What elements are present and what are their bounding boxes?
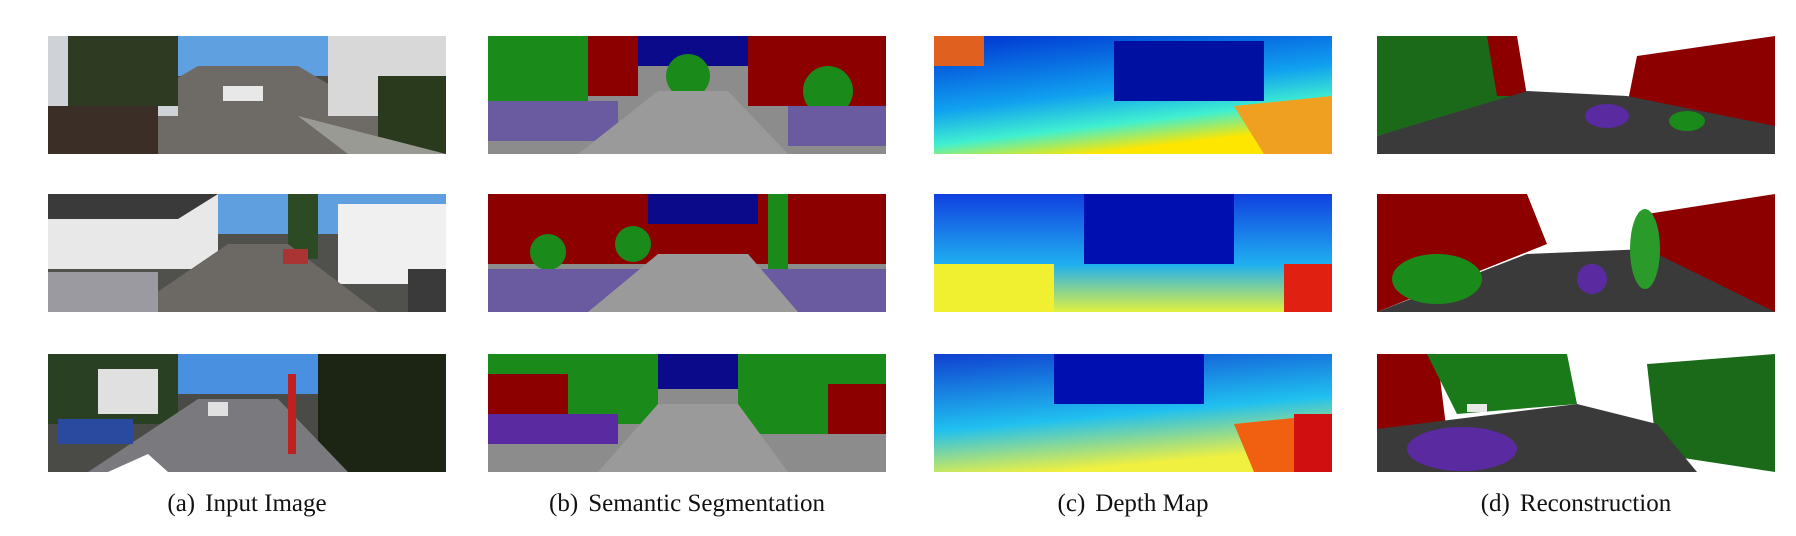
input-image-row-2 [48,194,446,312]
depth-map-row-1 [934,36,1332,154]
depth-map-row-2 [934,194,1332,312]
caption-d: (d) Reconstruction [1377,490,1775,522]
caption-d-text: Reconstruction [1519,490,1672,517]
segmentation-row-1 [488,36,886,154]
caption-a: (a) Input Image [48,490,446,522]
caption-c-text: Depth Map [1095,490,1209,517]
reconstruction-row-2 [1377,194,1775,312]
segmentation-row-2 [488,194,886,312]
caption-c: (c) Depth Map [934,490,1332,522]
reconstruction-row-1 [1377,36,1775,154]
depth-map-row-3 [934,354,1332,472]
input-image-row-1 [48,36,446,154]
caption-d-label: (d) [1480,490,1510,517]
caption-a-text: Input Image [205,490,327,517]
segmentation-row-3 [488,354,886,472]
caption-c-label: (c) [1057,490,1086,517]
caption-b-label: (b) [549,490,579,517]
caption-a-label: (a) [167,490,196,517]
caption-b-text: Semantic Segmentation [588,490,825,517]
caption-b: (b) Semantic Segmentation [488,490,886,522]
input-image-row-3 [48,354,446,472]
reconstruction-row-3 [1377,354,1775,472]
